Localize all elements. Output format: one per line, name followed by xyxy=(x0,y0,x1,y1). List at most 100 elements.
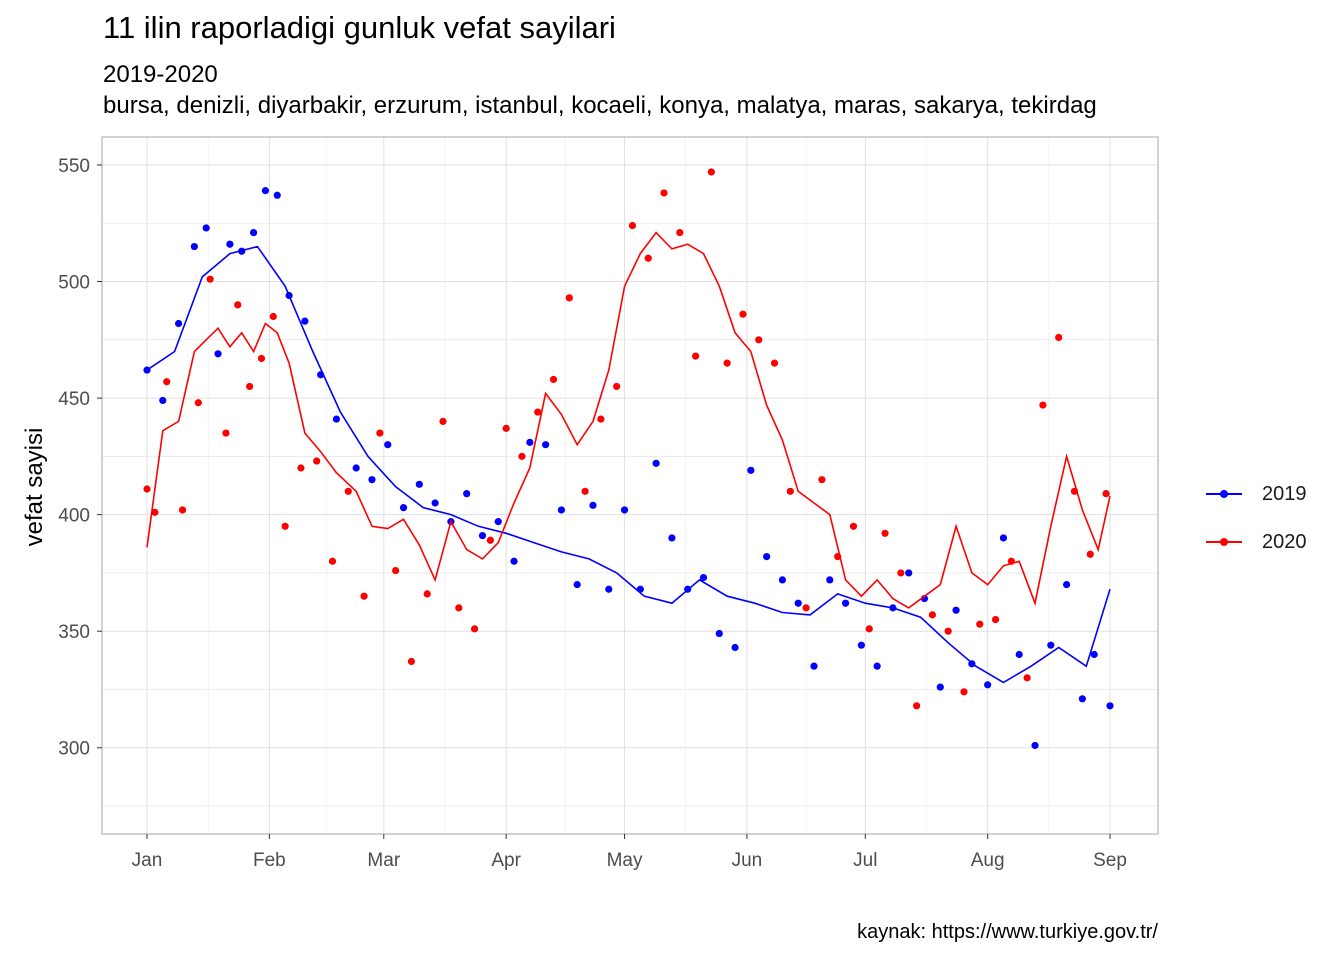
point-2019 xyxy=(542,441,550,449)
x-tick-label: Sep xyxy=(1093,850,1127,871)
y-tick-label: 500 xyxy=(58,273,90,294)
x-axis: Jan Feb Mar Apr May Jun Jul Aug Sep xyxy=(132,834,1127,871)
point-2019 xyxy=(841,599,850,607)
point-2019 xyxy=(652,459,660,467)
x-tick-label: May xyxy=(607,850,643,871)
point-2020 xyxy=(297,464,305,472)
point-2019 xyxy=(202,224,210,232)
point-2020 xyxy=(628,221,637,230)
point-2019 xyxy=(368,476,376,484)
point-2019 xyxy=(526,438,534,446)
point-2020 xyxy=(676,228,684,237)
point-2019 xyxy=(715,629,723,638)
point-2019 xyxy=(1062,580,1071,589)
point-2019 xyxy=(332,415,341,423)
x-tick-label: Mar xyxy=(367,850,400,871)
point-2019 xyxy=(857,641,865,649)
point-2020 xyxy=(660,189,668,197)
point-2019 xyxy=(557,506,566,514)
point-2020 xyxy=(928,611,936,619)
point-2020 xyxy=(206,275,214,283)
point-2020 xyxy=(565,294,573,302)
point-2019 xyxy=(1078,695,1086,703)
point-2020 xyxy=(222,429,230,437)
point-2019 xyxy=(190,242,198,251)
y-tick-label: 550 xyxy=(58,156,90,177)
point-2020 xyxy=(313,457,321,465)
point-2020 xyxy=(1039,401,1047,409)
point-2020 xyxy=(976,620,984,628)
x-tick-label: Jul xyxy=(853,850,877,871)
legend-label-2019: 2019 xyxy=(1262,482,1307,505)
series-2019 xyxy=(143,187,1114,750)
point-2020 xyxy=(178,506,187,514)
point-2019 xyxy=(873,662,881,670)
point-2020 xyxy=(691,352,700,360)
point-2020 xyxy=(281,522,289,530)
point-2020 xyxy=(376,429,384,437)
point-2020 xyxy=(486,536,494,544)
point-2020 xyxy=(755,336,763,344)
point-2020 xyxy=(344,487,352,495)
point-2019 xyxy=(763,552,771,561)
point-2019 xyxy=(384,441,392,449)
point-2019 xyxy=(605,585,613,593)
point-2020 xyxy=(613,382,621,391)
point-2019 xyxy=(415,480,423,488)
x-tick-label: Aug xyxy=(971,850,1005,871)
point-2019 xyxy=(984,681,992,689)
point-2020 xyxy=(818,476,826,484)
legend: 2019 2020 xyxy=(1204,470,1307,566)
point-2020 xyxy=(194,399,202,407)
point-2019 xyxy=(747,466,755,474)
chart-subtitle-provinces: bursa, denizli, diyarbakir, erzurum, ist… xyxy=(103,92,1097,119)
point-2019 xyxy=(431,499,439,507)
point-2020 xyxy=(865,625,873,633)
point-2020 xyxy=(518,452,526,460)
point-2020 xyxy=(960,688,968,696)
point-2020 xyxy=(257,354,266,363)
chart-title: 11 ilin raporladigi gunluk vefat sayilar… xyxy=(103,10,616,45)
y-axis: 300 350 400 450 500 550 xyxy=(58,156,102,760)
point-2020 xyxy=(423,590,431,598)
point-2019 xyxy=(174,319,183,328)
point-2020 xyxy=(163,378,171,386)
point-2019 xyxy=(999,534,1008,542)
point-2019 xyxy=(159,396,167,405)
point-2020 xyxy=(944,627,952,635)
point-2020 xyxy=(269,312,277,321)
point-2020 xyxy=(1023,674,1031,682)
x-tick-label: Jan xyxy=(132,850,163,871)
point-2019 xyxy=(731,643,739,652)
point-2019 xyxy=(463,490,471,498)
point-2020 xyxy=(991,615,1000,624)
point-2020 xyxy=(534,408,542,416)
point-2020 xyxy=(1086,550,1094,558)
point-2020 xyxy=(739,310,747,318)
point-2020 xyxy=(786,487,794,495)
point-2020 xyxy=(1102,490,1110,498)
point-2020 xyxy=(439,417,447,425)
point-2019 xyxy=(936,683,944,691)
legend-label-2020: 2020 xyxy=(1262,530,1307,553)
point-2020 xyxy=(328,557,337,565)
point-2020 xyxy=(644,254,652,262)
series-group xyxy=(143,168,1114,750)
point-2020 xyxy=(581,487,589,495)
point-2019 xyxy=(668,534,676,542)
point-2020 xyxy=(234,301,242,309)
point-2020 xyxy=(470,625,479,633)
point-2020 xyxy=(360,592,368,600)
grid xyxy=(102,137,1158,834)
plot-border xyxy=(101,136,1159,835)
point-2019 xyxy=(1090,650,1098,659)
point-2019 xyxy=(794,599,802,607)
point-2020 xyxy=(549,375,558,384)
point-2019 xyxy=(589,501,597,509)
point-2019 xyxy=(826,576,834,584)
point-2020 xyxy=(897,569,905,577)
point-2019 xyxy=(1015,650,1023,659)
point-2019 xyxy=(226,240,234,248)
point-2019 xyxy=(778,576,787,584)
